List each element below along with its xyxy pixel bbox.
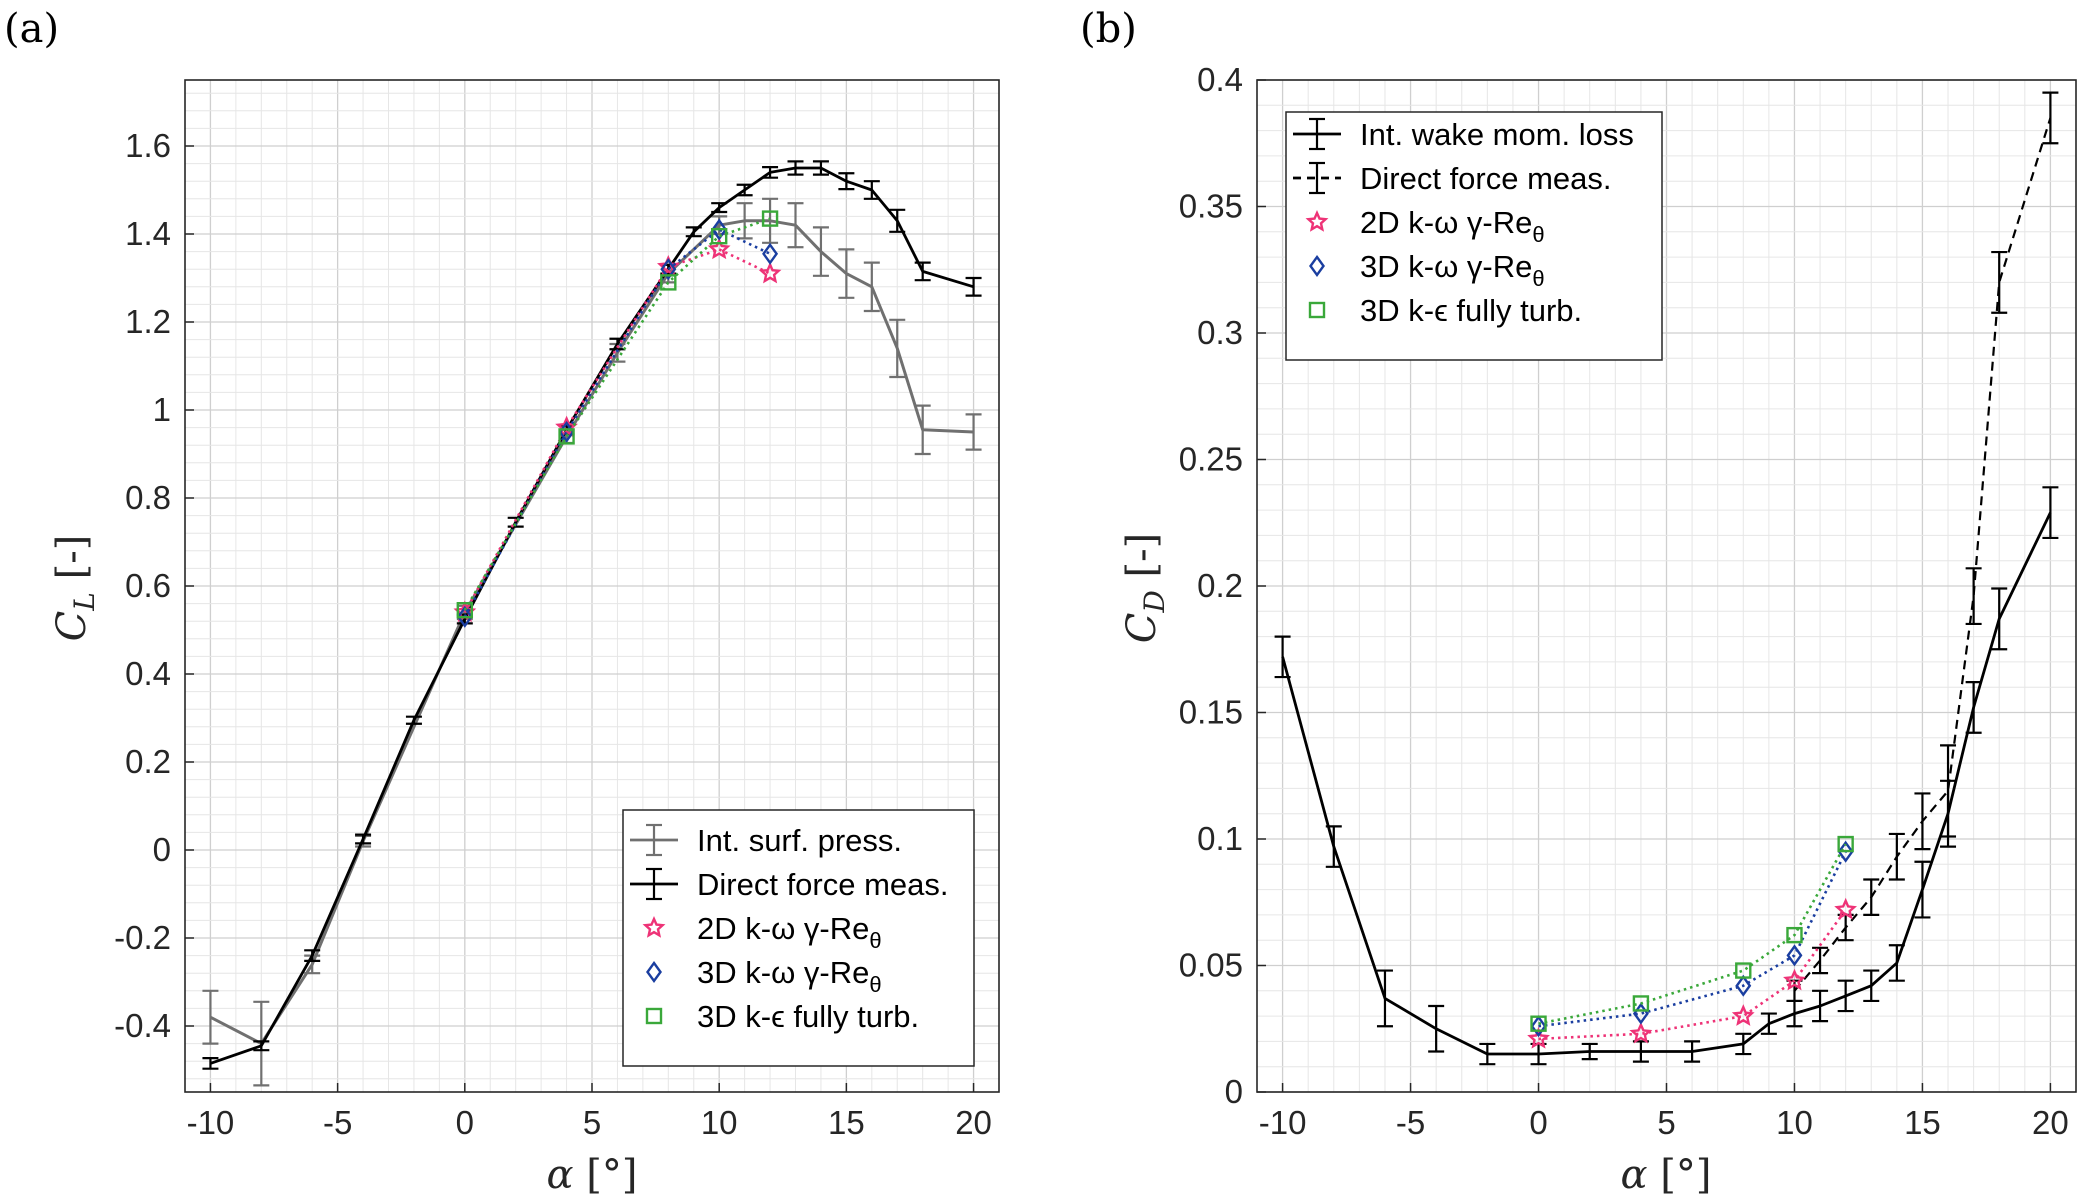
data-point	[456, 602, 474, 619]
panel-a-label: (a)	[4, 6, 59, 52]
y-tick-label: 0.3	[1197, 314, 1243, 351]
legend-marker	[1309, 254, 1325, 278]
data-point	[1786, 944, 1803, 967]
y-tick-label: 0	[1225, 1073, 1243, 1110]
data-point	[1783, 968, 1806, 991]
legend-marker	[646, 960, 662, 984]
x-tick-label: -10	[1259, 1104, 1307, 1141]
x-tick-label: -10	[187, 1104, 235, 1141]
data-point	[1735, 974, 1752, 997]
panel-a-lift-chart: (a) -10 -5 0 5 10 15 20 -0.4 -0.2 0 0.2 0.4 0.6 0.8 1 1…	[4, 6, 1000, 1198]
x-tick-label: 0	[456, 1104, 474, 1141]
y-tick-label: 1.2	[125, 303, 171, 340]
data-point	[762, 242, 779, 265]
legend-label: Direct force meas.	[697, 867, 949, 902]
data-point	[707, 237, 731, 260]
series-line	[1538, 851, 1847, 1028]
x-tick-label: 20	[955, 1104, 992, 1141]
data-point	[1837, 840, 1854, 863]
panel-a-xlabel: α [°]	[547, 1152, 638, 1198]
panel-b-legend: Int. wake mom. loss Direct force meas. 2D …	[1285, 111, 1663, 361]
y-tick-label: 0.8	[125, 479, 171, 516]
panel-a-series	[202, 160, 982, 1087]
y-tick-label: 1.6	[125, 127, 171, 164]
panel-b-series	[1274, 91, 2059, 1066]
x-tick-label: 10	[1776, 1104, 1813, 1141]
data-point	[660, 274, 677, 291]
data-point	[1735, 962, 1752, 979]
y-tick-label: 0.2	[125, 743, 171, 780]
y-tick-label: 0.4	[1197, 61, 1243, 98]
legend-label: 3D k-ω γ-Reθ	[1360, 249, 1545, 291]
y-tick-label: 0.05	[1179, 947, 1243, 984]
panel-a-tick-labels: -10 -5 0 5 10 15 20 -0.4 -0.2 0 0.2 0.4 0.6 0.8 1 1.2 1.…	[114, 127, 992, 1141]
data-point	[1629, 1021, 1653, 1044]
data-point	[1834, 897, 1858, 920]
data-point	[1837, 835, 1854, 853]
x-tick-label: 5	[583, 1104, 601, 1141]
x-tick-label: 5	[1657, 1104, 1675, 1141]
series-line	[463, 217, 771, 611]
legend-marker	[645, 1007, 663, 1025]
legend-marker	[642, 916, 666, 938]
data-point	[1731, 1004, 1755, 1026]
x-tick-label: -5	[323, 1104, 352, 1141]
panel-b-drag-chart: (b) -10 -5 0 5 10 15 20 0 0.05 0.1 0.15 0.2 0.25 0.3 0…	[1080, 6, 2077, 1198]
data-point	[710, 227, 728, 245]
b-series-1	[1786, 91, 2059, 1003]
y-tick-label: 0.1	[1197, 820, 1243, 857]
legend-marker	[1305, 210, 1329, 232]
x-tick-label: 20	[2032, 1104, 2069, 1141]
legend-label: 3D k-ω γ-Reθ	[697, 955, 882, 997]
data-point	[456, 605, 473, 628]
x-tick-label: 15	[1904, 1104, 1941, 1141]
y-tick-label: 1.4	[125, 215, 171, 252]
panel-b-xlabel: α [°]	[1621, 1152, 1712, 1198]
y-tick-label: 0.35	[1179, 188, 1243, 225]
y-tick-label: 0.2	[1197, 567, 1243, 604]
data-point	[711, 218, 728, 241]
legend-label: Int. surf. press.	[697, 823, 902, 858]
data-point	[758, 261, 782, 284]
y-tick-label: -0.4	[114, 1007, 171, 1044]
b-series-4	[1530, 835, 1854, 1032]
panel-a-legend: Int. surf. press. Direct force meas. 2D k-…	[622, 809, 975, 1067]
legend-label: Direct force meas.	[1360, 161, 1612, 196]
x-tick-label: 10	[701, 1104, 738, 1141]
data-point	[1530, 1015, 1547, 1032]
panel-b-ylabel: CD [-]	[1119, 533, 1171, 644]
data-point	[1786, 926, 1803, 944]
data-point	[1530, 1015, 1547, 1038]
y-tick-label: 1	[153, 391, 171, 428]
data-point	[761, 210, 779, 227]
data-point	[1527, 1026, 1550, 1049]
legend-label: 2D k-ω γ-Reθ	[697, 911, 882, 953]
y-tick-label: -0.2	[114, 919, 171, 956]
a-series-4	[456, 210, 779, 619]
data-point	[1632, 995, 1650, 1012]
y-tick-label: 0.6	[125, 567, 171, 604]
legend-label: 2D k-ω γ-Reθ	[1360, 205, 1545, 247]
legend-marker	[1308, 301, 1326, 319]
panel-b-legend-box	[1285, 111, 1663, 361]
y-tick-label: 0.4	[125, 655, 171, 692]
panel-a-legend-box	[622, 809, 975, 1067]
x-tick-label: 15	[828, 1104, 865, 1141]
data-point	[558, 428, 575, 445]
b-series-2	[1527, 897, 1858, 1049]
legend-label: 3D k-ϵ fully turb.	[1360, 293, 1582, 328]
y-tick-label: 0.15	[1179, 694, 1243, 731]
legend-label: Int. wake mom. loss	[1360, 117, 1634, 152]
data-point	[660, 258, 677, 281]
x-tick-label: 0	[1529, 1104, 1547, 1141]
panel-b-label: (b)	[1080, 6, 1137, 52]
legend-label: 3D k-ϵ fully turb.	[697, 999, 919, 1034]
panel-b-tick-labels: -10 -5 0 5 10 15 20 0 0.05 0.1 0.15 0.2 0.25 0.3 0.35 0…	[1179, 61, 2069, 1141]
panel-a-ylabel: CL [-]	[49, 535, 101, 642]
y-tick-label: 0	[153, 831, 171, 868]
x-tick-label: -5	[1396, 1104, 1425, 1141]
series-line	[1793, 117, 2052, 992]
y-tick-label: 0.25	[1179, 441, 1243, 478]
